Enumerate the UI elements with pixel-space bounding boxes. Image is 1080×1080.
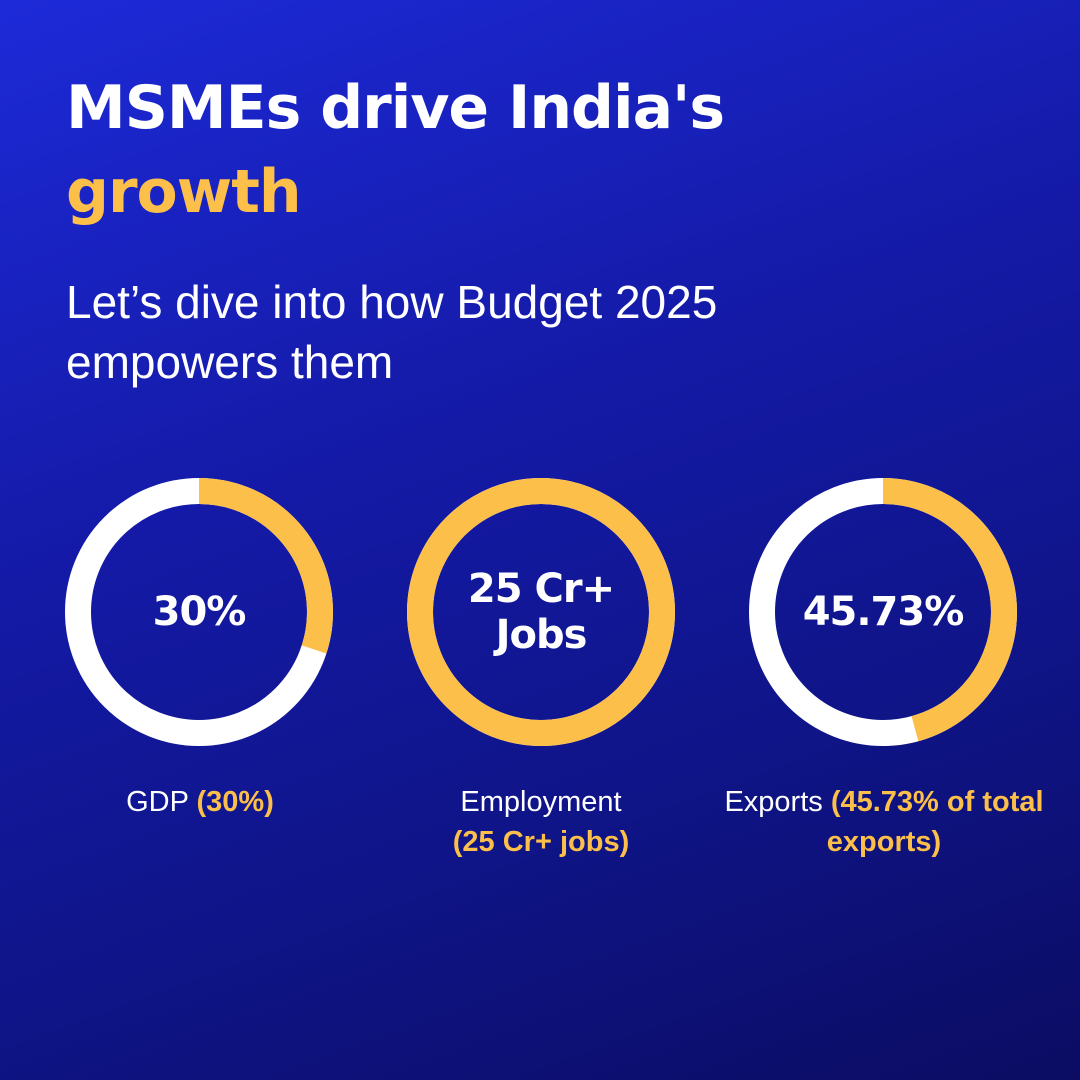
employment-ring-fill — [407, 478, 675, 746]
employment-stat-ring: 25 Cr+ Jobs — [406, 477, 676, 747]
employment-stat-value-line-2: Jobs — [495, 612, 588, 658]
exports-stat-value: 45.73% — [748, 477, 1018, 747]
employment-stat-value-line-1: 25 Cr+ — [467, 566, 615, 612]
gdp-stat-value-line-1: 30% — [152, 589, 247, 635]
gdp-progress-ring — [65, 478, 333, 746]
exports-stat-ring: 45.73% — [748, 477, 1018, 747]
exports-progress-ring — [749, 478, 1017, 746]
gdp-stat-ring: 30% — [64, 477, 334, 747]
subtitle-line-2: empowers them — [66, 336, 394, 388]
headline-line-2-highlight: growth — [66, 157, 302, 227]
employment-caption-highlight: (25 Cr+ jobs) — [452, 826, 630, 858]
exports-caption-highlight: (45.73% of total exports) — [826, 786, 1044, 858]
exports-stat-value-line-1: 45.73% — [802, 589, 965, 635]
exports-caption-label: Exports — [724, 786, 831, 818]
employment-stat-value: 25 Cr+ Jobs — [406, 477, 676, 747]
employment-caption: Employment (25 Cr+ jobs) — [381, 782, 701, 862]
subtitle: Let’s dive into how Budget 2025 empowers… — [66, 272, 966, 392]
employment-caption-label: Employment — [460, 786, 622, 818]
gdp-caption-highlight: (30%) — [196, 786, 274, 818]
exports-ring-fill — [749, 478, 1017, 746]
gdp-stat-value: 30% — [64, 477, 334, 747]
employment-progress-ring — [407, 478, 675, 746]
gdp-caption: GDP (30%) — [40, 782, 360, 822]
subtitle-line-1: Let’s dive into how Budget 2025 — [66, 276, 718, 328]
gdp-caption-label: GDP — [126, 786, 197, 818]
gdp-ring-fill — [65, 478, 333, 746]
exports-caption: Exports (45.73% of total exports) — [724, 782, 1044, 862]
headline-line-1: MSMEs drive India's — [66, 73, 725, 143]
headline: MSMEs drive India's growth — [66, 66, 725, 234]
